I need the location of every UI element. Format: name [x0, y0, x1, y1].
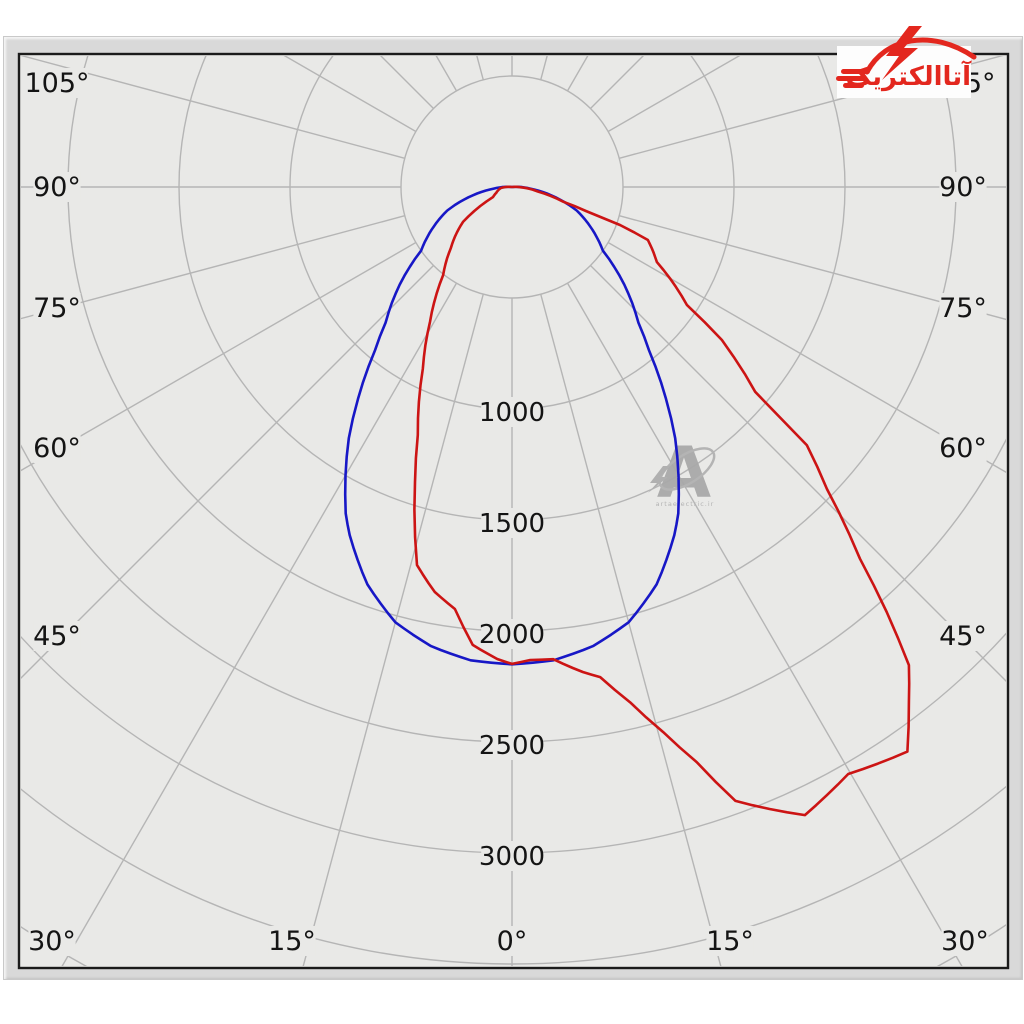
grid-spoke [21, 215, 405, 320]
brand-logo: آتاالکتریک [833, 22, 983, 100]
grid-spoke [566, 282, 963, 966]
angle-label-bottom: 15° [706, 926, 754, 957]
ring-value-label: 3000 [479, 842, 545, 872]
angle-label-bottom-mask [268, 926, 316, 956]
angle-label-right-mask [939, 433, 987, 463]
curves [343, 185, 911, 817]
angle-label-bottom-mask [28, 926, 76, 956]
angle-label-right: 45° [939, 621, 987, 652]
ring-value-label-mask [481, 730, 543, 760]
grid-spoke [619, 215, 1006, 321]
watermark-swoosh [658, 447, 716, 491]
ring-value-label-mask [481, 841, 543, 871]
angle-label-bottom: 30° [941, 926, 989, 957]
angle-label-left: 105° [24, 68, 89, 99]
grid-spoke [607, 56, 741, 133]
axis-labels: 105°105°90°90°75°75°60°60°45°45°30°15°0°… [24, 68, 996, 957]
ring-value-label: 2500 [479, 731, 545, 761]
logo-speed-line [841, 69, 870, 74]
angle-label-left: 75° [33, 293, 81, 324]
angle-label-bottom: 30° [28, 926, 76, 957]
ring-value-label: 1000 [479, 398, 545, 428]
angle-label-right-mask [939, 293, 987, 323]
logo-brand-text: آتاالکتریک [845, 62, 971, 92]
angle-label-right-mask [939, 172, 987, 202]
angle-label-right-mask [939, 621, 987, 651]
angle-label-right: 75° [939, 293, 987, 324]
logo-lightning-icon [882, 26, 922, 80]
angle-label-bottom-mask [941, 926, 989, 956]
ring-value-label-mask [481, 397, 543, 427]
angle-label-bottom: 0° [497, 926, 528, 957]
ring-value-label: 1500 [479, 509, 545, 539]
angle-label-left-mask [33, 433, 81, 463]
grid-spoke [540, 56, 548, 80]
angle-label-right: 60° [939, 433, 987, 464]
grid-spoke [21, 56, 405, 159]
watermark-site-text: artaelectric.ir [656, 500, 715, 508]
angle-label-bottom-mask [706, 926, 754, 956]
grid-spoke [283, 56, 417, 133]
ring-value-label-mask [481, 619, 543, 649]
grid-spoke [435, 56, 458, 92]
angle-label-bottom: 15° [268, 926, 316, 957]
grid-spoke [540, 294, 722, 966]
grid-spoke [589, 264, 1006, 682]
red-plane-curve [413, 185, 911, 817]
angle-label-left-mask [26, 68, 88, 98]
angle-label-bottom-mask [495, 926, 529, 956]
grid-spoke [619, 56, 1004, 159]
grid-spoke [21, 264, 435, 679]
grid-spoke [61, 282, 458, 966]
logo-graphics [836, 26, 977, 88]
plot-frame-border [17, 52, 1010, 970]
grid-spoke [302, 294, 484, 966]
angle-label-left-mask [33, 621, 81, 651]
logo-speed-line [843, 83, 864, 88]
watermark-letter: A [657, 432, 711, 514]
logo-swoosh-arc [864, 37, 977, 75]
watermark-lightning-icon [648, 466, 670, 493]
ring-value-label: 2000 [479, 620, 545, 650]
angle-label-left-mask [33, 172, 81, 202]
angle-label-left-mask [33, 293, 81, 323]
ring-value-label-mask [481, 508, 543, 538]
angle-label-right: 90° [939, 172, 987, 203]
angle-label-left: 90° [33, 172, 81, 203]
angle-label-left: 45° [33, 621, 81, 652]
logo-speed-line [836, 76, 866, 81]
grid-spoke [476, 56, 484, 80]
angle-label-left: 60° [33, 433, 81, 464]
